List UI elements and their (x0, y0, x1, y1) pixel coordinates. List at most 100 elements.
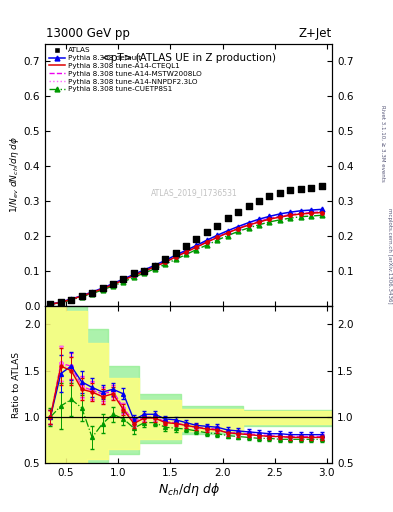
Pythia 8.308 tune-A14-CTEQL1 (257, 219, 261, 225)
ATLAS (246, 202, 252, 210)
Y-axis label: Ratio to ATLAS: Ratio to ATLAS (12, 352, 21, 418)
Pythia 8.308 tune-CUETP8S1 (121, 279, 126, 285)
Pythia 8.308 tune-A14-NNPDF2.3LO (267, 216, 272, 222)
ATLAS (298, 185, 304, 193)
Pythia 8.308 tune-CUETP8S1 (173, 257, 178, 263)
Text: ATLAS_2019_I1736531: ATLAS_2019_I1736531 (151, 188, 238, 198)
ATLAS (266, 193, 273, 201)
Pythia 8.308 tune-A14-CTEQL1 (204, 239, 209, 245)
Text: Rivet 3.1.10, ≥ 3.3M events: Rivet 3.1.10, ≥ 3.3M events (381, 105, 386, 182)
Pythia 8.308 tune-A14-MSTW2008LO (288, 211, 293, 218)
Pythia 8.308 tune-A14-MSTW2008LO (236, 225, 241, 231)
Text: Z+Jet: Z+Jet (298, 27, 331, 40)
ATLAS (235, 208, 241, 216)
Pythia 8.308 tune-A14-NNPDF2.3LO (111, 282, 116, 288)
Pythia 8.308 default (246, 220, 251, 226)
ATLAS (183, 242, 189, 250)
Pythia 8.308 tune-CUETP8S1 (59, 300, 63, 306)
Pythia 8.308 tune-A14-MSTW2008LO (111, 281, 116, 287)
Pythia 8.308 tune-A14-CTEQL1 (215, 234, 220, 241)
Pythia 8.308 tune-A14-MSTW2008LO (69, 296, 73, 303)
Pythia 8.308 tune-A14-NNPDF2.3LO (142, 268, 147, 274)
Pythia 8.308 tune-CUETP8S1 (152, 266, 157, 272)
Pythia 8.308 default (288, 209, 293, 215)
Pythia 8.308 default (132, 271, 136, 278)
Pythia 8.308 default (204, 237, 209, 243)
Pythia 8.308 tune-CUETP8S1 (111, 283, 116, 289)
Pythia 8.308 tune-CUETP8S1 (319, 212, 324, 219)
Pythia 8.308 tune-A14-CTEQL1 (90, 290, 94, 296)
Pythia 8.308 tune-A14-NNPDF2.3LO (288, 212, 293, 219)
Pythia 8.308 default (298, 208, 303, 214)
Line: Pythia 8.308 default: Pythia 8.308 default (48, 207, 324, 307)
Pythia 8.308 tune-A14-CTEQL1 (226, 230, 230, 236)
Pythia 8.308 tune-A14-MSTW2008LO (152, 263, 157, 269)
Pythia 8.308 tune-A14-NNPDF2.3LO (309, 210, 314, 216)
Pythia 8.308 default (277, 211, 282, 217)
Pythia 8.308 tune-A14-CTEQL1 (163, 259, 167, 265)
Pythia 8.308 tune-A14-CTEQL1 (309, 210, 314, 216)
ATLAS (162, 255, 168, 264)
Pythia 8.308 tune-A14-MSTW2008LO (142, 268, 147, 274)
Pythia 8.308 tune-A14-NNPDF2.3LO (152, 264, 157, 270)
Pythia 8.308 tune-CUETP8S1 (194, 246, 199, 252)
Legend: ATLAS, Pythia 8.308 default, Pythia 8.308 tune-A14-CTEQL1, Pythia 8.308 tune-A14: ATLAS, Pythia 8.308 default, Pythia 8.30… (48, 46, 203, 94)
ATLAS (225, 214, 231, 222)
Pythia 8.308 tune-CUETP8S1 (90, 291, 94, 297)
ATLAS (89, 289, 95, 297)
ATLAS (99, 284, 106, 292)
ATLAS (308, 184, 314, 192)
Pythia 8.308 tune-CUETP8S1 (277, 217, 282, 223)
Pythia 8.308 default (194, 242, 199, 248)
Pythia 8.308 tune-A14-NNPDF2.3LO (215, 234, 220, 241)
Y-axis label: $1/N_{ev}\ dN_{ch}/d\eta\ d\phi$: $1/N_{ev}\ dN_{ch}/d\eta\ d\phi$ (8, 136, 21, 214)
Pythia 8.308 tune-A14-MSTW2008LO (79, 293, 84, 299)
Pythia 8.308 default (121, 276, 126, 282)
Pythia 8.308 tune-A14-MSTW2008LO (163, 259, 167, 265)
Pythia 8.308 tune-A14-MSTW2008LO (90, 290, 94, 296)
Pythia 8.308 tune-A14-NNPDF2.3LO (132, 272, 136, 279)
Pythia 8.308 tune-A14-NNPDF2.3LO (69, 296, 73, 303)
Pythia 8.308 tune-A14-NNPDF2.3LO (298, 211, 303, 217)
Pythia 8.308 tune-CUETP8S1 (132, 274, 136, 280)
Pythia 8.308 tune-A14-NNPDF2.3LO (277, 214, 282, 220)
Pythia 8.308 tune-A14-CTEQL1 (59, 300, 63, 306)
Pythia 8.308 tune-A14-MSTW2008LO (267, 216, 272, 222)
Pythia 8.308 tune-A14-MSTW2008LO (173, 253, 178, 260)
Pythia 8.308 tune-A14-NNPDF2.3LO (257, 219, 261, 225)
Pythia 8.308 tune-A14-CTEQL1 (298, 211, 303, 217)
Pythia 8.308 tune-A14-CTEQL1 (184, 249, 188, 255)
Pythia 8.308 tune-CUETP8S1 (236, 228, 241, 234)
Pythia 8.308 tune-A14-NNPDF2.3LO (100, 286, 105, 292)
X-axis label: $N_{ch}/d\eta\ d\phi$: $N_{ch}/d\eta\ d\phi$ (158, 481, 220, 498)
Pythia 8.308 default (152, 262, 157, 268)
Pythia 8.308 default (100, 285, 105, 291)
Pythia 8.308 default (69, 296, 73, 302)
Pythia 8.308 tune-A14-CTEQL1 (277, 214, 282, 220)
ATLAS (193, 236, 200, 244)
ATLAS (277, 189, 283, 197)
Pythia 8.308 tune-CUETP8S1 (226, 232, 230, 239)
Pythia 8.308 default (79, 293, 84, 299)
Pythia 8.308 tune-A14-MSTW2008LO (319, 209, 324, 215)
Pythia 8.308 tune-A14-MSTW2008LO (204, 239, 209, 245)
Pythia 8.308 tune-CUETP8S1 (257, 222, 261, 228)
Pythia 8.308 tune-A14-MSTW2008LO (215, 234, 220, 240)
Pythia 8.308 default (59, 299, 63, 305)
Pythia 8.308 tune-A14-MSTW2008LO (121, 276, 126, 283)
ATLAS (68, 295, 74, 304)
Pythia 8.308 tune-A14-MSTW2008LO (194, 244, 199, 250)
Pythia 8.308 tune-A14-CTEQL1 (121, 277, 126, 283)
ATLAS (173, 249, 179, 258)
ATLAS (131, 269, 137, 278)
Pythia 8.308 tune-A14-CTEQL1 (142, 268, 147, 274)
Pythia 8.308 tune-A14-CTEQL1 (152, 264, 157, 270)
Line: Pythia 8.308 tune-A14-MSTW2008LO: Pythia 8.308 tune-A14-MSTW2008LO (49, 210, 323, 306)
Pythia 8.308 tune-A14-CTEQL1 (69, 296, 73, 303)
Pythia 8.308 tune-CUETP8S1 (309, 213, 314, 219)
Pythia 8.308 tune-A14-MSTW2008LO (100, 286, 105, 292)
Pythia 8.308 tune-A14-NNPDF2.3LO (226, 230, 230, 236)
ATLAS (79, 292, 85, 300)
Pythia 8.308 default (163, 258, 167, 264)
Pythia 8.308 tune-A14-CTEQL1 (48, 301, 53, 307)
